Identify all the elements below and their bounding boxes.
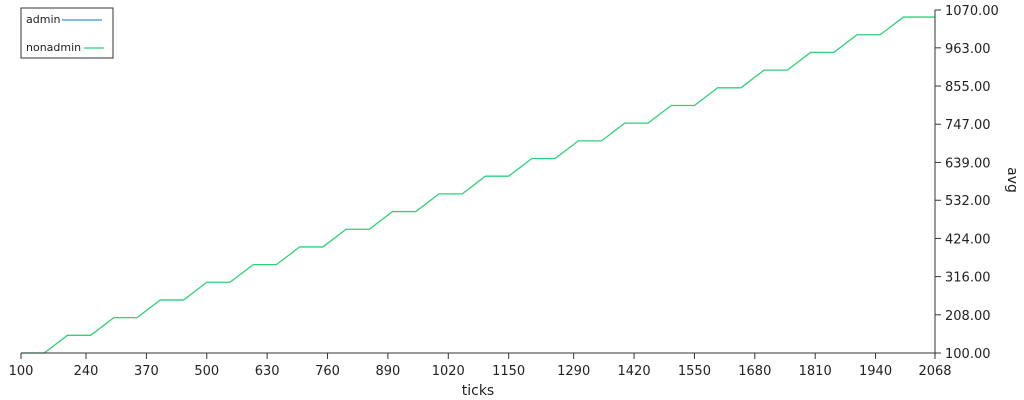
x-tick-label: 1680 xyxy=(738,364,771,379)
y-tick-label: 855.00 xyxy=(945,80,991,95)
x-tick-label: 1020 xyxy=(432,364,465,379)
x-tick-label: 630 xyxy=(255,364,280,379)
y-tick-label: 639.00 xyxy=(945,156,991,171)
x-tick-label: 1420 xyxy=(618,364,651,379)
x-tick-label: 500 xyxy=(194,364,219,379)
x-tick-label: 1290 xyxy=(557,364,590,379)
x-tick-label: 760 xyxy=(315,364,340,379)
y-tick-label: 208.00 xyxy=(945,309,991,324)
x-tick-label: 890 xyxy=(375,364,400,379)
legend-label-admin: admin xyxy=(26,13,60,26)
y-tick-label: 424.00 xyxy=(945,232,991,247)
x-tick-label: 1810 xyxy=(799,364,832,379)
x-axis-title: ticks xyxy=(462,383,494,399)
y-axis: 100.00 208.00 316.00 424.00 532.00 639.00 747.… xyxy=(934,4,999,362)
x-tick-label: 100 xyxy=(9,364,34,379)
y-axis-title: avg xyxy=(1004,167,1020,193)
x-tick-label: 370 xyxy=(134,364,159,379)
y-tick-label: 100.00 xyxy=(945,347,991,362)
x-tick-label: 1550 xyxy=(678,364,711,379)
x-tick-label: 1150 xyxy=(492,364,525,379)
legend: admin nonadmin xyxy=(20,7,114,59)
legend-label-nonadmin: nonadmin xyxy=(26,41,81,54)
y-tick-label: 963.00 xyxy=(945,42,991,57)
legend-box xyxy=(20,7,114,59)
x-tick-label: 2068 xyxy=(918,364,951,379)
series-line-nonadmin xyxy=(21,16,935,354)
y-tick-label: 316.00 xyxy=(945,271,991,286)
x-axis: 100 240 370 500 630 760 890 1020 1150 1290 1420 155… xyxy=(9,352,952,379)
x-tick-label: 1940 xyxy=(859,364,892,379)
y-tick-label: 747.00 xyxy=(945,118,991,133)
x-tick-label: 240 xyxy=(74,364,99,379)
y-tick-label: 1070.00 xyxy=(945,4,999,19)
y-tick-label: 532.00 xyxy=(945,194,991,209)
series-lines xyxy=(21,16,935,354)
